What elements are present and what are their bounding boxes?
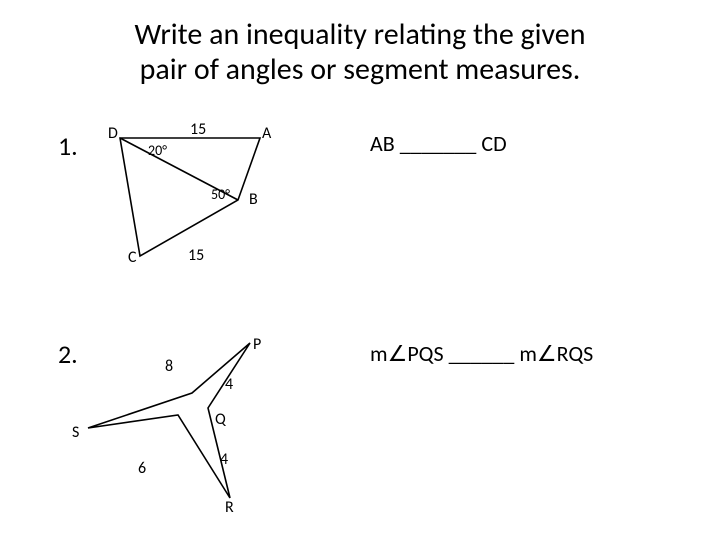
label-c: C	[128, 248, 137, 267]
problem-2-number: 2.	[58, 338, 78, 370]
p2-left-ang: PQS	[407, 340, 443, 367]
label-angle-b: 50°	[211, 186, 230, 203]
p2-right-ang: RQS	[557, 340, 594, 367]
label-sp: 8	[165, 357, 173, 376]
label-angle-d: 20°	[148, 142, 167, 159]
p1-left: AB	[370, 130, 395, 157]
label-r: R	[225, 498, 234, 517]
label-a: A	[262, 124, 271, 143]
problem-1-diagram	[110, 128, 310, 288]
label-qr: 4	[220, 450, 228, 469]
problem-1-number: 1.	[58, 130, 78, 162]
p1-blank[interactable]: _______	[400, 130, 477, 157]
label-d: D	[108, 124, 118, 143]
p1-right: CD	[481, 130, 506, 157]
title-line-1: Write an inequality relating the given	[30, 18, 690, 53]
label-q: Q	[215, 410, 226, 429]
problem-2-answer: m∠PQS ______ m∠RQS	[370, 340, 593, 367]
quad-dabc	[120, 138, 260, 256]
problem-2-diagram	[80, 335, 300, 535]
label-s: S	[72, 423, 79, 442]
p2-blank[interactable]: ______	[449, 340, 515, 367]
label-p: P	[253, 335, 261, 354]
angle-icon-1: ∠	[388, 341, 408, 366]
label-b: B	[249, 190, 258, 209]
p2-right-m: m	[519, 340, 537, 367]
label-pq: 4	[225, 375, 233, 394]
label-cb-len: 15	[188, 246, 204, 265]
title-line-2: pair of angles or segment measures.	[30, 53, 690, 88]
problem-1-answer: AB _______ CD	[370, 130, 507, 157]
page-title: Write an inequality relating the given p…	[0, 0, 720, 87]
angle-icon-2: ∠	[537, 341, 557, 366]
label-da-len: 15	[190, 120, 206, 139]
label-sr: 6	[138, 459, 146, 478]
p2-left-m: m	[370, 340, 388, 367]
